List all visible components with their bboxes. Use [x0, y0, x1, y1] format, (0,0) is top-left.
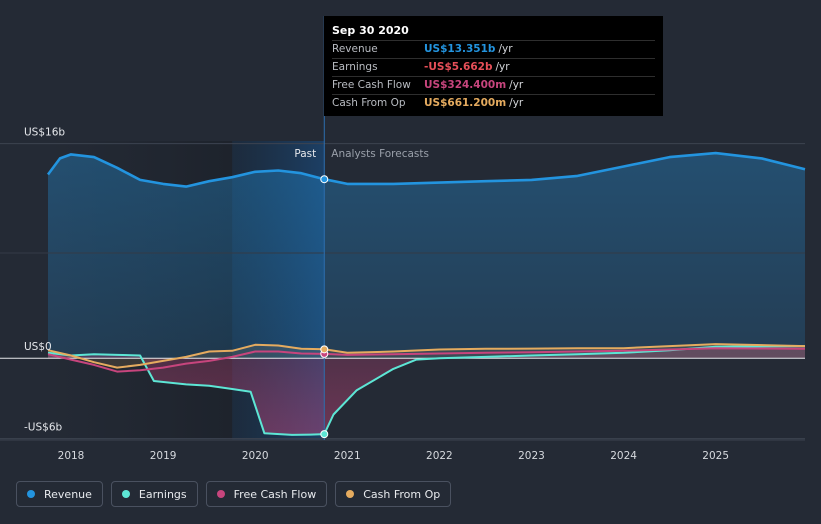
tooltip-value: -US$5.662b: [424, 61, 493, 73]
x-tick-label: 2021: [334, 450, 361, 462]
tooltip-label: Free Cash Flow: [332, 79, 411, 91]
legend-item-free-cash-flow[interactable]: Free Cash Flow: [205, 481, 328, 507]
cash-from-op-line: [47, 343, 806, 369]
chart-markers: [320, 175, 329, 439]
tooltip-label: Earnings: [332, 61, 378, 73]
tooltip-unit: /yr: [498, 43, 513, 55]
x-tick-label: 2022: [426, 450, 453, 462]
legend-item-earnings[interactable]: Earnings: [110, 481, 198, 507]
tooltip-row-cash-from-op: Cash From Op US$661.200m /yr: [332, 95, 655, 112]
chart-labels: US$16b US$0 -US$6b 2018 2019 2020 2021 2022 2023…: [24, 127, 729, 462]
x-tick-label: 2018: [58, 450, 85, 462]
x-tick-label: 2024: [610, 450, 637, 462]
y-tick-label: US$0: [24, 341, 52, 353]
legend-label: Earnings: [138, 487, 187, 501]
revenue-line: [46, 151, 806, 188]
x-tick-label: 2020: [242, 450, 269, 462]
earnings-line: [47, 345, 806, 436]
tooltip-row-revenue: Revenue US$13.351b /yr: [332, 41, 655, 59]
legend-label: Revenue: [44, 487, 92, 501]
tooltip-value: US$661.200m: [424, 97, 507, 109]
chart-lines: [46, 151, 806, 436]
cash-from-op-dot-icon: [346, 490, 355, 498]
revenue-area: [48, 153, 805, 359]
legend-item-revenue[interactable]: Revenue: [16, 481, 103, 507]
y-tick-label: US$16b: [24, 127, 65, 139]
tooltip-label: Revenue: [332, 43, 378, 55]
y-tick-label: -US$6b: [24, 422, 63, 434]
tooltip-panel: Sep 30 2020 Revenue US$13.351b /yr Earni…: [324, 16, 663, 116]
x-tick-label: 2023: [518, 450, 545, 462]
tooltip-unit: /yr: [509, 79, 524, 91]
legend-label: Cash From Op: [363, 487, 441, 501]
earnings-dot-icon: [121, 490, 130, 498]
revenue-dot-icon: [27, 490, 35, 498]
legend-item-cash-from-op[interactable]: Cash From Op: [335, 481, 452, 507]
tooltip-unit: /yr: [495, 61, 510, 73]
free-cash-flow-dot-icon: [216, 490, 225, 498]
tooltip-date: Sep 30 2020: [332, 22, 655, 41]
tooltip-value: US$324.400m: [424, 79, 507, 91]
legend-label: Free Cash Flow: [233, 487, 317, 501]
tooltip-label: Cash From Op: [332, 97, 406, 109]
earnings-marker: [320, 430, 329, 439]
tooltip-row-earnings: Earnings -US$5.662b /yr: [332, 59, 655, 77]
chart-legend: Revenue Earnings Free Cash Flow Cash Fro…: [16, 481, 452, 509]
tooltip-row-free-cash-flow: Free Cash Flow US$324.400m /yr: [332, 77, 655, 95]
chart-gridlines: [0, 16, 805, 441]
cash-from-op-marker: [320, 345, 329, 354]
tooltip-value: US$13.351b: [424, 43, 496, 55]
revenue-marker: [320, 175, 329, 184]
forecast-label: Analysts Forecasts: [331, 148, 429, 160]
x-tick-label: 2025: [702, 450, 729, 462]
tooltip-unit: /yr: [509, 97, 524, 109]
x-tick-label: 2019: [150, 450, 177, 462]
free-cash-flow-line: [47, 347, 806, 373]
past-label: Past: [294, 148, 316, 160]
earnings-area: [48, 346, 805, 435]
